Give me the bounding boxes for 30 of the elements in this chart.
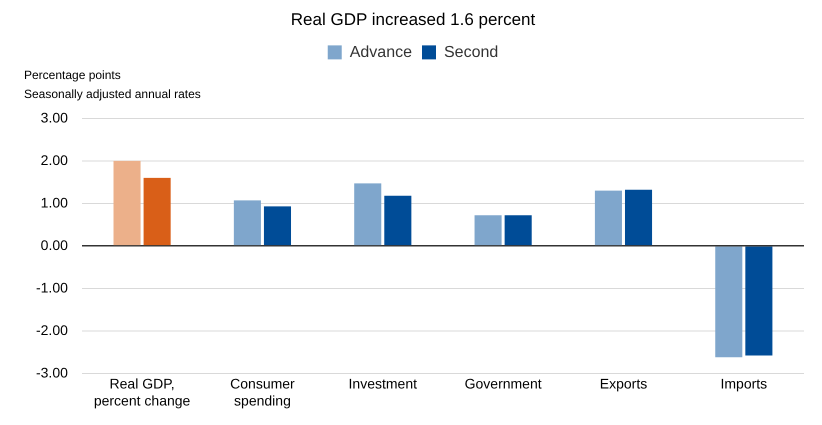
bar xyxy=(384,196,412,246)
x-tick-label: Consumer spending xyxy=(230,376,296,408)
bar xyxy=(114,160,141,246)
y-tick-label: 3.00 xyxy=(40,109,68,126)
y-tick-label: -3.00 xyxy=(36,364,68,380)
x-tick-label: Investment xyxy=(348,376,418,392)
chart-title: Real GDP increased 1.6 percent xyxy=(290,10,536,29)
bar xyxy=(234,200,261,246)
bar xyxy=(504,215,532,246)
y-axis-title: Percentage points xyxy=(24,68,121,82)
legend-label: Advance xyxy=(350,44,412,61)
y-tick-label: 1.00 xyxy=(40,194,68,210)
x-tick-label: Imports xyxy=(720,376,768,392)
y-tick-label: -1.00 xyxy=(36,279,68,296)
x-tick-label: Real GDP, percent change xyxy=(94,376,191,408)
x-tick-label: Government xyxy=(464,376,542,392)
y-tick-label: -2.00 xyxy=(36,322,68,338)
bar xyxy=(624,190,652,246)
bar xyxy=(144,178,171,246)
bar xyxy=(745,246,772,356)
bar xyxy=(715,246,742,358)
bar xyxy=(474,215,502,246)
y-tick-label: 0.00 xyxy=(40,236,68,253)
legend-label: Second xyxy=(444,44,498,61)
chart-subtitle: Seasonally adjusted annual rates xyxy=(24,87,201,101)
y-tick-label: 2.00 xyxy=(40,152,68,168)
bar xyxy=(354,183,382,246)
bar xyxy=(264,206,292,246)
bar xyxy=(594,190,622,246)
x-tick-label: Exports xyxy=(600,376,648,392)
